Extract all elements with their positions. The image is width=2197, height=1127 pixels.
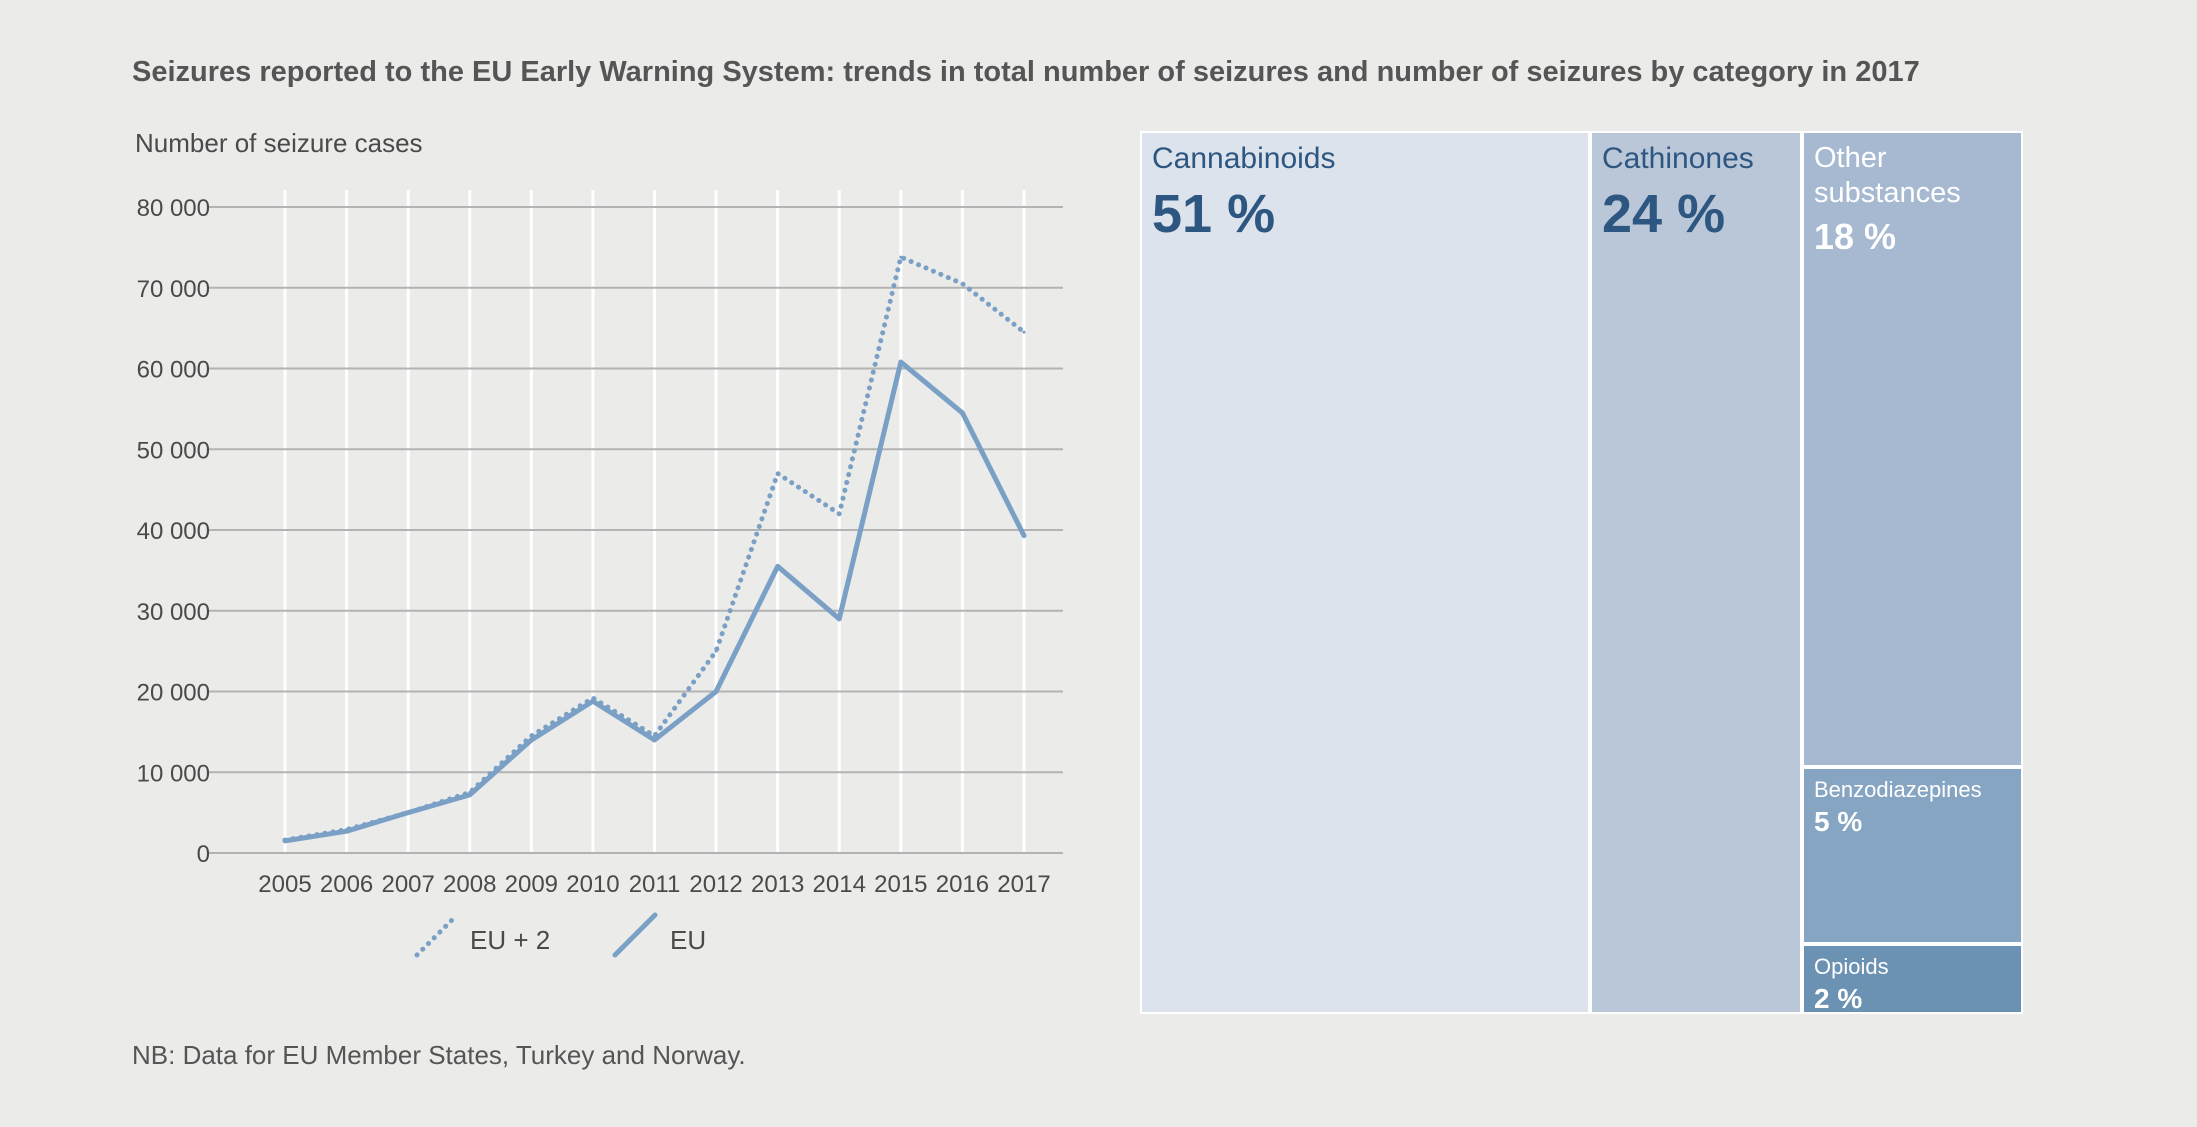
- x-tick-label: 2014: [813, 871, 866, 898]
- y-axis-ticks: 0 10 000 20 000 30 000 40 000 50 000 60 000 70 …: [137, 195, 210, 868]
- legend-swatch: [414, 912, 460, 958]
- series-layer: [282, 254, 1027, 844]
- treemap-tile-value: 51 %: [1152, 184, 1276, 244]
- legend-swatch: [612, 912, 658, 958]
- treemap-tile-cathinones: Cathinones 24 %: [1590, 131, 1802, 1014]
- data-point: [468, 793, 472, 797]
- data-point: [837, 512, 841, 516]
- legend-label: EU: [670, 925, 706, 955]
- legend-label: EU + 2: [470, 925, 550, 955]
- y-tick-label: 40 000: [137, 518, 210, 545]
- data-point: [406, 811, 410, 815]
- data-point: [591, 699, 595, 703]
- data-point: [529, 738, 533, 742]
- y-tick-label: 50 000: [137, 437, 210, 464]
- legend: EU + 2 EU: [414, 912, 706, 958]
- y-tick-label: 60 000: [137, 357, 210, 384]
- x-tick-label: 2005: [258, 871, 311, 898]
- x-tick-label: 2017: [997, 871, 1050, 898]
- data-point: [714, 649, 718, 653]
- treemap-tile-label: Cathinones: [1602, 142, 1754, 175]
- treemap-tile-value: 2 %: [1814, 983, 1863, 1015]
- y-tick-label: 30 000: [137, 599, 210, 626]
- y-tick-label: 0: [197, 841, 210, 868]
- data-point: [1022, 534, 1026, 538]
- data-point: [653, 738, 656, 742]
- treemap-tile-label: Cannabinoids: [1152, 142, 1336, 175]
- vertical-gridlines: [283, 190, 1026, 853]
- x-tick-label: 2009: [505, 871, 558, 898]
- treemap-tile-value: 18 %: [1814, 215, 1897, 257]
- data-point: [283, 839, 287, 843]
- treemap-tile-label: Opioids: [1814, 954, 1889, 979]
- data-point: [899, 255, 903, 259]
- x-tick-label: 2015: [874, 871, 927, 898]
- y-tick-label: 20 000: [137, 680, 210, 707]
- data-point: [960, 411, 964, 415]
- data-point: [960, 282, 964, 286]
- treemap-tile-benzodiazepines: Benzodiazepines 5 %: [1802, 767, 2023, 944]
- horizontal-gridlines: [208, 206, 1063, 854]
- data-point: [837, 617, 841, 621]
- y-tick-label: 10 000: [137, 760, 210, 787]
- x-tick-label: 2011: [629, 871, 681, 898]
- data-point: [345, 829, 349, 833]
- data-point: [1022, 330, 1026, 334]
- data-point: [776, 471, 780, 475]
- data-point: [776, 564, 780, 568]
- chart-title: Seizures reported to the EU Early Warnin…: [132, 56, 1920, 88]
- y-axis-title: Number of seizure cases: [135, 128, 423, 158]
- treemap-tile-value: 5 %: [1814, 806, 1863, 838]
- x-tick-label: 2006: [320, 871, 373, 898]
- x-tick-label: 2013: [751, 871, 804, 898]
- treemap-tile-value: 24 %: [1602, 184, 1726, 244]
- x-tick-label: 2010: [566, 871, 619, 898]
- x-tick-label: 2012: [689, 871, 742, 898]
- treemap-tile-label: Benzodiazepines: [1814, 777, 1982, 802]
- x-tick-label: 2007: [381, 871, 434, 898]
- treemap-tile-opioids: Opioids 2 %: [1802, 944, 2023, 1014]
- footnote: NB: Data for EU Member States, Turkey an…: [132, 1040, 746, 1070]
- treemap-tile-other-substances: Other substances 18 %: [1802, 131, 2023, 767]
- x-tick-label: 2008: [443, 871, 496, 898]
- treemap: Cannabinoids 51 % Cathinones 24 % Other subs…: [1140, 131, 2023, 1014]
- y-tick-label: 70 000: [137, 276, 210, 303]
- line-chart: 0 10 000 20 000 30 000 40 000 50 000 60 000 70 …: [135, 128, 1063, 958]
- data-point: [899, 360, 903, 364]
- x-axis-ticks: 2005 2006 2007 2008 2009 2010 2011 2012 2013 2014…: [258, 871, 1050, 898]
- data-point: [591, 696, 595, 700]
- treemap-tile-cannabinoids: Cannabinoids 51 %: [1140, 131, 1590, 1014]
- y-tick-label: 80 000: [137, 195, 210, 222]
- data-point: [714, 690, 718, 693]
- x-tick-label: 2016: [936, 871, 989, 898]
- treemap-tile-label: Other substances: [1814, 142, 1961, 209]
